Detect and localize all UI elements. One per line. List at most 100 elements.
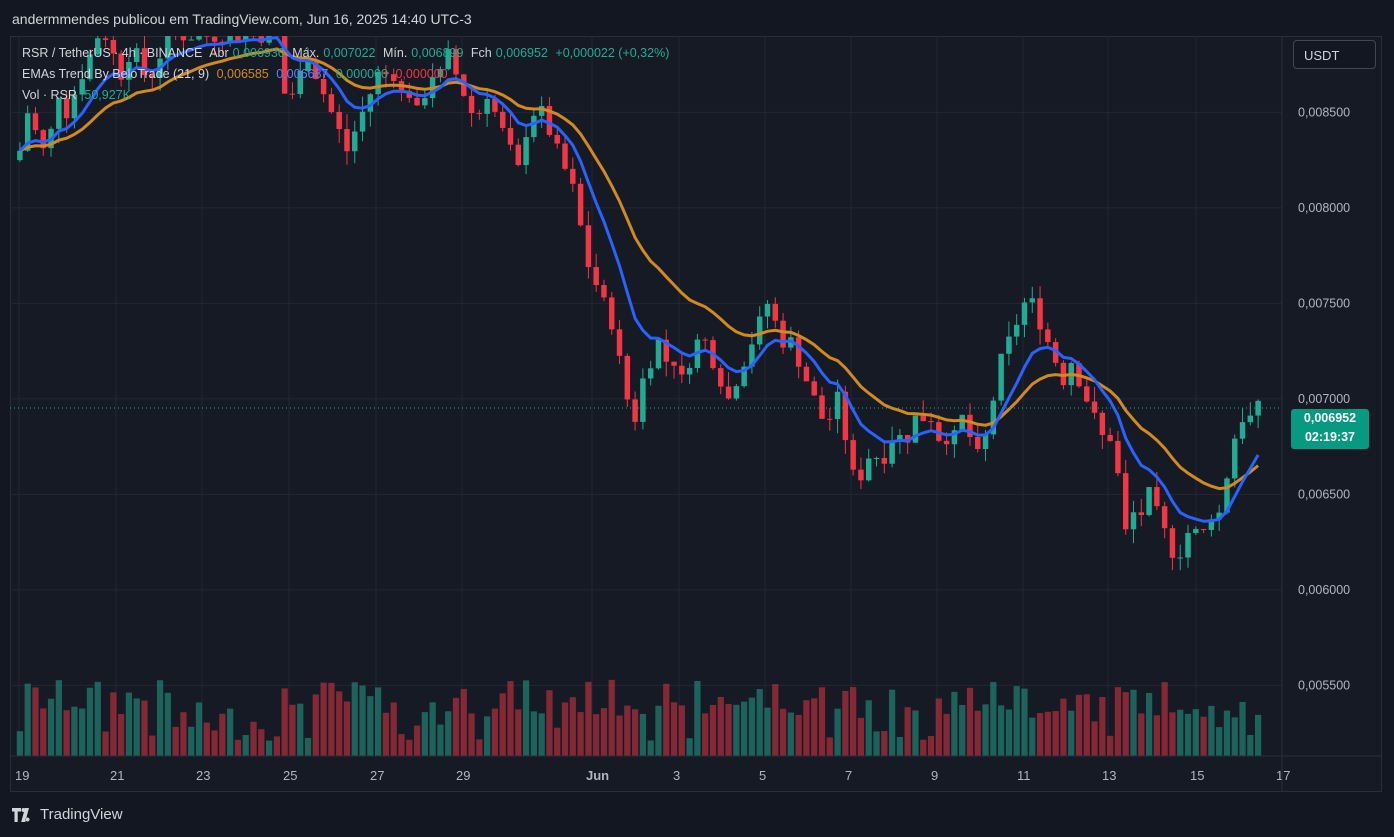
x-tick-label: 15 [1190, 768, 1204, 783]
legend-symbol[interactable]: RSR / TetherUS · 4h · BINANCE [22, 46, 203, 60]
candle-body [17, 150, 23, 161]
bar-countdown: 02:19:37 [1304, 430, 1356, 444]
volume-bar [1114, 687, 1122, 756]
x-tick-label: 3 [673, 768, 680, 783]
volume-bar [211, 730, 218, 756]
candle-body [1216, 512, 1222, 520]
volume-bar [1247, 734, 1254, 756]
volume-bar [437, 724, 444, 756]
candle-body [468, 95, 475, 114]
volume-bar [1208, 705, 1215, 756]
candle-body [834, 391, 841, 420]
candle-body [453, 49, 459, 75]
volume-bar [663, 683, 670, 756]
volume-bar [725, 703, 732, 756]
volume-bar [180, 712, 187, 756]
volume-bar [811, 698, 818, 756]
x-tick-label: 21 [110, 768, 124, 783]
volume-bar [818, 687, 826, 756]
candle-body [967, 414, 973, 437]
legend-low: 0,006899 [411, 46, 464, 60]
volume-bar [47, 698, 55, 756]
volume-bar [1005, 709, 1013, 756]
candle-body [180, 36, 187, 41]
volume-bar [460, 688, 467, 756]
ema-21-line [19, 47, 1260, 491]
candle-body [1146, 487, 1152, 516]
candle-body [352, 131, 358, 152]
candle-body [1169, 528, 1176, 558]
candle-body [281, 36, 288, 94]
candle-body [866, 458, 872, 481]
tradingview-logo[interactable]: TradingView [12, 806, 123, 823]
legend-ema21: 0,006585 [216, 67, 269, 81]
y-tick-label: 0,007500 [1298, 296, 1350, 310]
volume-bar [1192, 709, 1199, 756]
candle-body [523, 137, 529, 166]
candle-body [110, 39, 117, 54]
volume-bar [787, 712, 794, 756]
volume-bar [258, 729, 265, 756]
candle-body [1037, 298, 1043, 330]
volume-bar [546, 690, 553, 756]
x-tick-label: 29 [456, 768, 470, 783]
volume-bar [382, 712, 390, 756]
x-tick-label: 5 [759, 768, 766, 783]
candle-body [484, 98, 490, 114]
candle-body [1084, 386, 1090, 402]
candle-body [1099, 412, 1106, 436]
candle-body [63, 98, 70, 119]
x-tick-label: 11 [1017, 768, 1031, 783]
candle-body [702, 339, 708, 341]
candle-body [679, 365, 685, 375]
candle-body [531, 115, 537, 138]
volume-bar [390, 702, 397, 756]
volume-bar [1099, 697, 1106, 756]
volume-bar [1083, 694, 1090, 756]
published-by: andermmendes publicou em TradingView.com… [12, 11, 472, 27]
legend-ema-title[interactable]: EMAs Trend By BeloTrade (21, 9) [22, 67, 210, 81]
volume-bar [865, 700, 872, 756]
candle-body [538, 105, 545, 116]
candle-body [663, 339, 669, 362]
volume-bar [40, 708, 47, 756]
volume-bar [585, 681, 592, 756]
legend-close: 0,006952 [495, 46, 548, 60]
candle-body [437, 69, 444, 78]
price-chart[interactable]: 0,005500 0,006000 0,006500 0,007000 0,007500… [10, 36, 1382, 792]
candle-body [733, 386, 740, 399]
candle-body [1247, 415, 1254, 423]
y-tick-label: 0,005500 [1298, 678, 1350, 692]
x-tick-label: 7 [845, 768, 852, 783]
volume-bar [320, 682, 327, 756]
candle-body [741, 366, 747, 387]
volume-bar [702, 713, 709, 756]
candle-body [671, 361, 677, 366]
candle-body [515, 144, 522, 166]
volume-bar [764, 707, 771, 756]
volume-bar [141, 700, 148, 756]
candle-body [336, 111, 342, 130]
candle-body [445, 49, 451, 70]
volume-bar [156, 680, 164, 756]
currency-unit-button[interactable]: USDT [1293, 40, 1376, 69]
volume-bar [927, 736, 935, 756]
candle-body [725, 386, 732, 399]
volume-bar [1200, 716, 1207, 756]
candle-body [196, 36, 202, 40]
candle-body [546, 105, 553, 135]
volume-bar [857, 717, 865, 756]
legend-vol-title[interactable]: Vol · RSR [22, 88, 77, 102]
volume-bar [110, 692, 117, 756]
candle-body [951, 430, 958, 445]
candle-body [1185, 532, 1191, 558]
candle-body [1232, 438, 1238, 479]
candle-body [1115, 440, 1121, 474]
x-tick-label: 23 [196, 768, 210, 783]
candle-body [95, 38, 101, 55]
candle-body [414, 97, 420, 106]
volume-bar [1254, 714, 1262, 756]
candle-body [1013, 324, 1020, 337]
candle-body [1208, 519, 1215, 530]
candle-body [390, 74, 397, 82]
